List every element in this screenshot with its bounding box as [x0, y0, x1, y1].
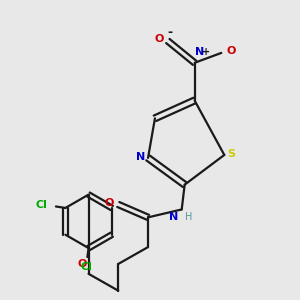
Text: N: N — [169, 212, 179, 222]
Text: H: H — [185, 212, 192, 222]
Text: O: O — [105, 198, 114, 208]
Text: N: N — [196, 47, 205, 57]
Text: -: - — [167, 26, 172, 39]
Text: Cl: Cl — [36, 200, 48, 210]
Text: O: O — [227, 46, 236, 56]
Text: O: O — [155, 34, 164, 44]
Text: S: S — [227, 149, 235, 159]
Text: Cl: Cl — [80, 262, 92, 272]
Text: O: O — [78, 260, 87, 269]
Text: N: N — [136, 152, 145, 162]
Text: +: + — [202, 46, 210, 56]
